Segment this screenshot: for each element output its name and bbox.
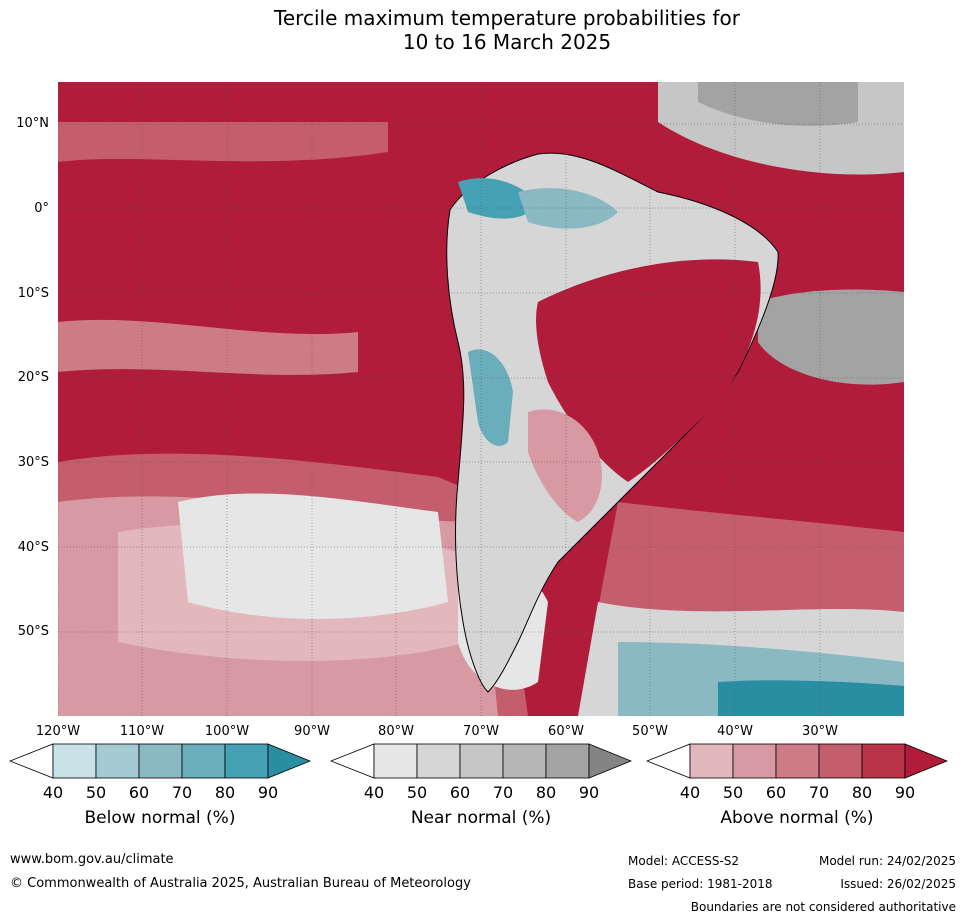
above-normal-argentina <box>528 409 602 522</box>
colorbar-high-extension <box>588 743 632 779</box>
colorbar-high-extension <box>904 743 948 779</box>
lat-label-50s: 50°S <box>17 624 49 639</box>
colorbar-tick-label: 80 <box>851 783 873 802</box>
lon-label-100w: 100°W <box>204 724 250 739</box>
colorbar-label-below: Below normal (%) <box>84 808 236 828</box>
lon-label-70w: 70°W <box>463 724 499 739</box>
colorbar-segment <box>373 743 418 779</box>
above-normal-band-north <box>58 122 388 162</box>
colorbar-tick-label: 40 <box>42 783 64 802</box>
lat-label-10s: 10°S <box>17 286 49 301</box>
colorbar-segment <box>732 743 777 779</box>
colorbar-segment <box>818 743 863 779</box>
probability-map <box>58 82 904 716</box>
lon-label-110w: 110°W <box>119 724 165 739</box>
colorbar-below-normal <box>9 743 311 779</box>
colorbar-low-extension <box>330 743 375 779</box>
above-normal-band-mid <box>58 319 358 375</box>
colorbar-segment <box>459 743 504 779</box>
colorbar-tick-label: 70 <box>492 783 514 802</box>
colorbar-tick-label: 50 <box>722 783 744 802</box>
colorbar-segment <box>95 743 140 779</box>
colorbar-tick-label: 90 <box>578 783 600 802</box>
lon-label-40w: 40°W <box>717 724 753 739</box>
colorbar-tick-label: 70 <box>171 783 193 802</box>
colorbar-tick-label: 40 <box>679 783 701 802</box>
model-text: Model: ACCESS-S2 <box>628 854 740 868</box>
colorbar-segment <box>545 743 590 779</box>
graticule <box>58 82 904 716</box>
lon-label-80w: 80°W <box>378 724 414 739</box>
colorbar-segment <box>775 743 820 779</box>
colorbar-segment <box>502 743 547 779</box>
above-normal-brazil <box>536 259 761 482</box>
colorbar-tick-label: 70 <box>808 783 830 802</box>
lon-label-50w: 50°W <box>632 724 668 739</box>
near-normal-ne-dark <box>698 82 858 126</box>
colorbar-low-extension <box>9 743 54 779</box>
colorbar-segment <box>416 743 461 779</box>
colorbar-tick-label: 40 <box>363 783 385 802</box>
colorbar-tick-label: 50 <box>406 783 428 802</box>
model-run-text: Model run: 24/02/2025 <box>818 854 956 868</box>
lat-label-0: 0° <box>34 201 49 216</box>
colorbar-high-extension <box>267 743 311 779</box>
lat-label-20s: 20°S <box>17 370 49 385</box>
disclaimer-text: Boundaries are not considered authoritat… <box>690 900 956 914</box>
colorbar-label-near: Near normal (%) <box>410 808 552 828</box>
below-normal-guiana <box>518 188 618 229</box>
colorbar-segment <box>181 743 226 779</box>
title-line-1: Tercile maximum temperature probabilitie… <box>274 6 740 30</box>
lon-label-30w: 30°W <box>802 724 838 739</box>
colorbar-segment <box>52 743 97 779</box>
lat-label-40s: 40°S <box>17 540 49 555</box>
colorbar-above-normal <box>646 743 948 779</box>
issued-text: Issued: 26/02/2025 <box>840 877 956 891</box>
base-period-text: Base period: 1981-2018 <box>628 877 773 891</box>
colorbar-segment <box>861 743 906 779</box>
copyright-text: © Commonwealth of Australia 2025, Austra… <box>10 876 471 891</box>
lon-label-90w: 90°W <box>294 724 330 739</box>
colorbar-segment <box>689 743 734 779</box>
near-normal-east-atlantic <box>758 289 904 385</box>
colorbar-label-above: Above normal (%) <box>720 808 874 828</box>
website-link[interactable]: www.bom.gov.au/climate <box>10 852 174 867</box>
colorbar-tick-label: 60 <box>449 783 471 802</box>
lat-label-30s: 30°S <box>17 455 49 470</box>
lon-label-60w: 60°W <box>548 724 584 739</box>
colorbar-tick-label: 50 <box>85 783 107 802</box>
colorbar-segment <box>138 743 183 779</box>
colorbar-near-normal <box>330 743 632 779</box>
colorbar-tick-label: 60 <box>765 783 787 802</box>
title-line-2: 10 to 16 March 2025 <box>402 30 612 54</box>
colorbar-tick-label: 90 <box>894 783 916 802</box>
map-title: Tercile maximum temperature probabilitie… <box>0 6 965 54</box>
below-normal-andes <box>468 349 513 446</box>
colorbar-tick-label: 80 <box>214 783 236 802</box>
near-normal-south-pacific <box>178 493 448 619</box>
below-normal-southern-ocean-dark <box>718 680 904 716</box>
lat-label-10n: 10°N <box>16 116 49 131</box>
below-normal-colombia <box>458 178 538 219</box>
colorbar-segment <box>224 743 269 779</box>
lon-label-120w: 120°W <box>35 724 81 739</box>
colorbar-tick-label: 60 <box>128 783 150 802</box>
colorbar-low-extension <box>646 743 691 779</box>
colorbar-tick-label: 80 <box>535 783 557 802</box>
colorbar-tick-label: 90 <box>257 783 279 802</box>
